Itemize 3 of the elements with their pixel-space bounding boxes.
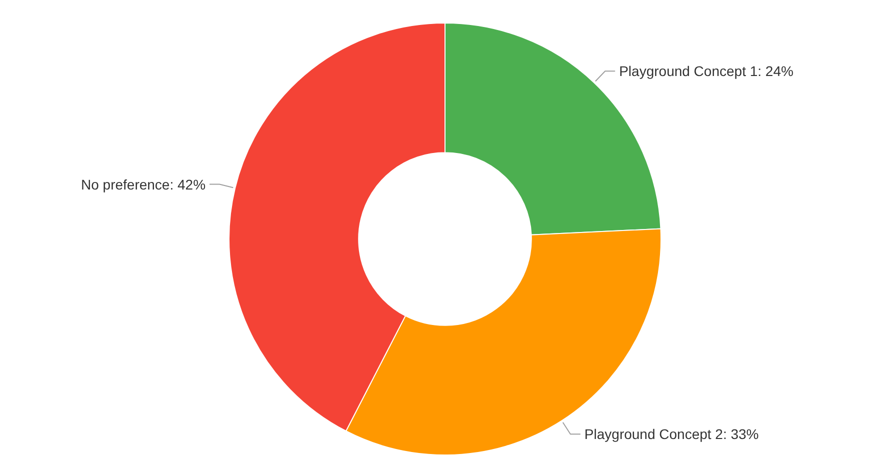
slice-label: No preference: 42% bbox=[81, 176, 206, 192]
slice-label: Playground Concept 2: 33% bbox=[584, 426, 759, 442]
slice-label: Playground Concept 1: 24% bbox=[619, 63, 794, 80]
